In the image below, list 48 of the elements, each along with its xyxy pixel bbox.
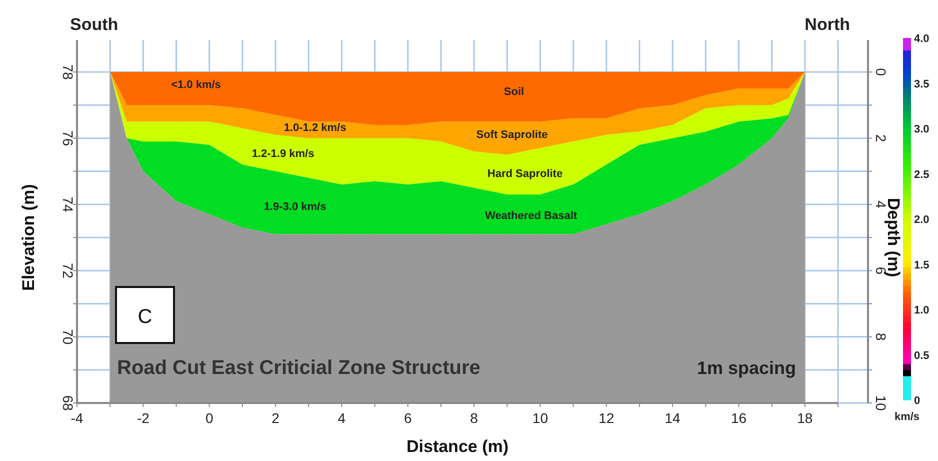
color-bar-label: 0 [914, 395, 920, 407]
x-tick-label: 0 [205, 410, 214, 426]
color-bar-label: 2.0 [914, 214, 930, 226]
y-tick-label: 78 [60, 64, 76, 80]
color-bar-label: 0.5 [914, 350, 930, 362]
y2-tick-label: 4 [873, 200, 889, 208]
y-tick-label: 76 [60, 130, 76, 146]
x-tick-label: 16 [730, 410, 747, 426]
annotation: 1.0-1.2 km/s [284, 122, 346, 134]
annotation: C [138, 306, 152, 328]
annotation: Hard Saprolite [487, 168, 563, 180]
annotation: <1.0 km/s [171, 79, 221, 91]
x-tick-label: 8 [470, 410, 478, 426]
color-bar-label: 1.5 [914, 259, 930, 272]
x-tick-label: 4 [338, 410, 346, 426]
x-tick-label: 14 [664, 410, 681, 426]
annotation: 1.2-1.9 km/s [252, 148, 314, 160]
annotation: 1m spacing [696, 358, 796, 378]
y2-tick-label: 0 [873, 68, 889, 76]
x-tick-label: 18 [797, 410, 813, 426]
annotation: Soil [504, 86, 524, 98]
y-tick-label: 70 [60, 329, 76, 345]
annotation: 1.9-3.0 km/s [264, 201, 326, 213]
text: North [804, 15, 850, 34]
y2-tick-label: 8 [873, 332, 889, 341]
text: South [70, 15, 118, 34]
color-bar-label: 3.5 [914, 78, 930, 90]
y2-tick-label: 10 [873, 395, 889, 411]
color-bar-title: km/s [894, 411, 920, 423]
y2-tick-label: 2 [873, 134, 889, 142]
x-tick-label: 6 [404, 410, 412, 426]
x-tick-label: 12 [598, 410, 614, 426]
y-axis-title: Elevation (m) [19, 184, 38, 291]
color-bar-label: 1.0 [914, 304, 930, 316]
text: Road Cut East Criticial Zone Structure [117, 357, 480, 379]
x-tick-label: -4 [70, 410, 84, 426]
y-tick-label: 72 [60, 262, 76, 279]
annotation: Soft Saprolite [476, 129, 548, 141]
color-bar-label: 4.0 [914, 33, 930, 45]
x-tick-label: 10 [532, 410, 548, 426]
x-axis-title: Distance (m) [406, 437, 509, 456]
y-tick-label: 68 [60, 395, 76, 411]
color-bar-label: 2.5 [914, 168, 930, 181]
color-bar-label: 3.0 [914, 124, 930, 136]
y-tick-label: 74 [60, 196, 76, 212]
x-tick-label: 2 [272, 410, 280, 426]
annotation: Weathered Basalt [484, 210, 578, 222]
x-tick-label: -2 [136, 410, 150, 426]
